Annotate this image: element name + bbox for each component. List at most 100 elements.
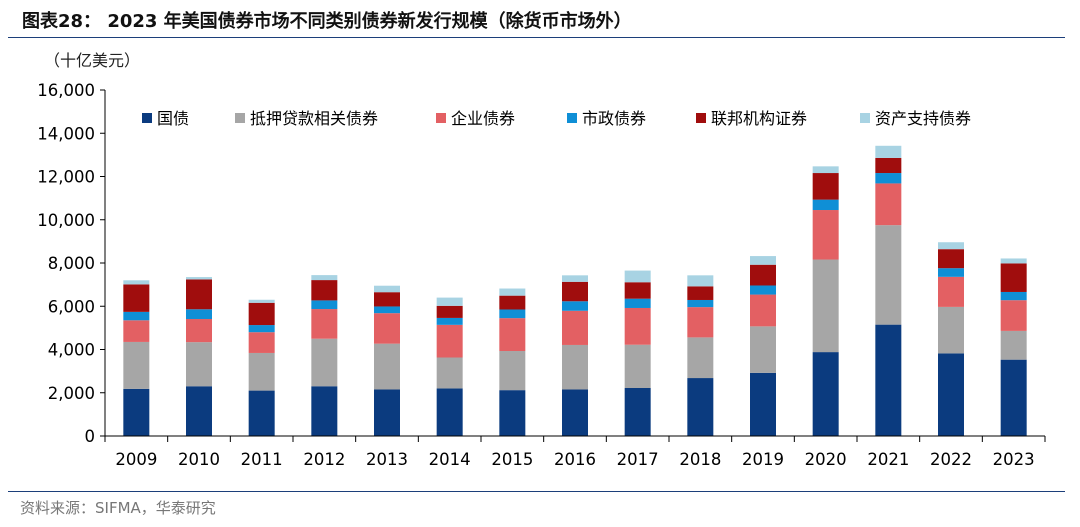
bar-segment	[875, 225, 902, 325]
bar-segment	[750, 285, 776, 295]
bar-segment	[624, 387, 651, 436]
source-note: 资料来源：SIFMA，华泰研究	[20, 499, 216, 517]
bar-segment	[123, 388, 150, 436]
bar-segment	[248, 352, 275, 391]
bar-segment	[499, 351, 526, 391]
bar-segment	[875, 324, 902, 436]
bar-segment	[311, 309, 338, 339]
x-tick-label: 2012	[303, 450, 345, 469]
y-tick-label: 14,000	[37, 124, 95, 143]
bar-segment	[750, 372, 776, 436]
bar-segment	[624, 270, 651, 283]
legend-label: 抵押贷款相关债券	[250, 109, 378, 128]
bar-segment	[123, 320, 150, 342]
bar-segment	[248, 302, 275, 326]
bar-segment	[1000, 258, 1027, 264]
bar-segment	[374, 306, 400, 314]
bar-segment	[248, 299, 275, 303]
bar-segment	[436, 305, 463, 318]
bar-segment	[1000, 291, 1027, 301]
bar-segment	[624, 307, 651, 345]
bar-segment	[750, 326, 776, 373]
y-tick-label: 16,000	[37, 81, 95, 100]
bar-segment	[436, 317, 463, 325]
y-tick-label: 10,000	[37, 211, 95, 230]
bar-segment	[938, 276, 964, 307]
bar-segment	[687, 378, 714, 436]
bar-segment	[436, 324, 463, 358]
x-tick-label: 2020	[805, 450, 847, 469]
bar-segment	[186, 277, 212, 280]
bar-segment	[436, 297, 463, 306]
x-tick-label: 2009	[115, 450, 157, 469]
legend-swatch	[567, 113, 577, 123]
y-tick-label: 4,000	[48, 341, 95, 360]
x-tick-label: 2010	[178, 450, 220, 469]
bar-segment	[687, 286, 714, 300]
bar-segment	[812, 199, 839, 211]
bar-segment	[374, 343, 400, 390]
bar-segment	[499, 309, 526, 319]
bar-segment	[374, 292, 400, 307]
bar-segment	[311, 386, 338, 436]
y-tick-label: 0	[85, 427, 96, 446]
y-axis: 0 2,000 4,000 6,000 8,000 10,000 12,000 14,000 1…	[37, 81, 106, 446]
bar-segment	[812, 166, 839, 174]
bar-segment	[248, 332, 275, 353]
legend-swatch	[235, 113, 245, 123]
bar-segment	[248, 390, 275, 436]
x-tick-label: 2011	[241, 450, 283, 469]
y-tick-label: 12,000	[37, 168, 95, 187]
legend-label: 企业债券	[451, 109, 515, 128]
y-axis-unit-label: （十亿美元）	[44, 51, 141, 70]
x-tick-label: 2023	[993, 450, 1035, 469]
legend-label: 市政债券	[582, 109, 646, 128]
bar-segment	[938, 268, 964, 277]
bar-segment	[938, 242, 964, 250]
figure-title: 图表28： 2023 年美国债券市场不同类别债券新发行规模（除货币市场外）	[22, 11, 632, 32]
x-tick-label: 2017	[617, 450, 659, 469]
bar-segment	[186, 279, 212, 310]
legend-swatch	[860, 113, 870, 123]
bar-segment	[875, 145, 902, 158]
bar-segment	[123, 284, 150, 312]
x-tick-label: 2013	[366, 450, 408, 469]
bar-segment	[499, 288, 526, 296]
bar-segment	[875, 183, 902, 226]
legend-swatch	[142, 113, 152, 123]
bar-segment	[374, 285, 400, 293]
bar-segment	[812, 259, 839, 353]
bar-segment	[186, 309, 212, 320]
x-tick-label: 2022	[930, 450, 972, 469]
bar-segment	[750, 256, 776, 265]
bar-segment	[436, 357, 463, 389]
bar-segment	[687, 275, 714, 287]
bar-segment	[311, 338, 338, 387]
bar-segment	[311, 275, 338, 281]
bar-segment	[1000, 330, 1027, 360]
bar-segment	[750, 264, 776, 286]
top-rule	[8, 37, 1065, 38]
bar-segment	[123, 280, 150, 285]
legend-swatch	[436, 113, 446, 123]
bar-segment	[687, 307, 714, 338]
legend: 国债 抵押贷款相关债券 企业债券 市政债券 联邦机构证券 资产支持债券	[142, 109, 971, 128]
bar-segment	[624, 344, 651, 388]
bar-segment	[1000, 359, 1027, 436]
bar-segment	[938, 249, 964, 269]
bar-segment	[1000, 263, 1027, 292]
bar-segment	[875, 157, 902, 174]
x-tick-label: 2016	[554, 450, 596, 469]
bar-segment	[186, 386, 212, 436]
y-tick-label: 2,000	[48, 384, 95, 403]
bar-segment	[1000, 300, 1027, 331]
legend-label: 资产支持债券	[875, 109, 971, 128]
bar-segment	[499, 295, 526, 310]
bar-segment	[687, 299, 714, 308]
bar-segment	[562, 389, 588, 436]
bar-segment	[624, 282, 651, 299]
bar-segment	[311, 280, 338, 301]
bar-segment	[499, 318, 526, 352]
x-axis: 2009 2010 2011 2012 2013 2014 2015 2016 2017 2018…	[104, 435, 1046, 469]
